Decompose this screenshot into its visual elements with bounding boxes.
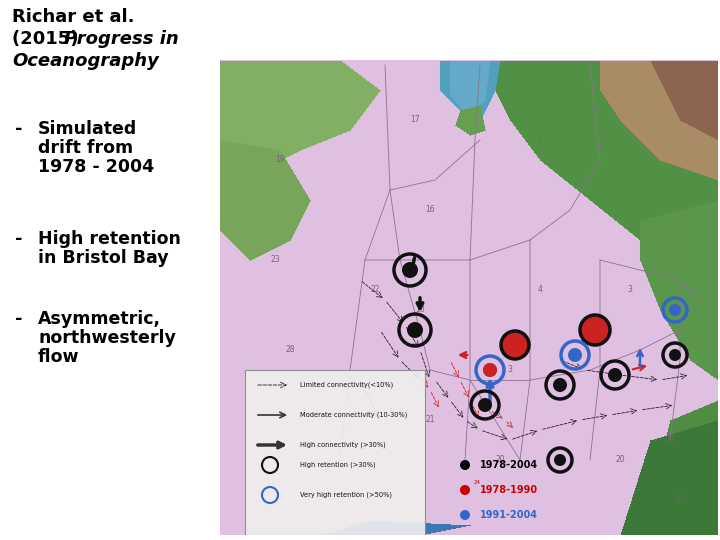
Circle shape — [580, 315, 610, 345]
Text: Richar et al.: Richar et al. — [12, 8, 135, 26]
Text: in Bristol Bay: in Bristol Bay — [38, 249, 168, 267]
Text: flow: flow — [38, 348, 79, 366]
Text: 1978-1990: 1978-1990 — [480, 485, 538, 495]
Text: 19: 19 — [275, 156, 285, 165]
Text: 20: 20 — [615, 456, 625, 464]
Text: -: - — [15, 120, 22, 138]
Text: Progress in: Progress in — [64, 30, 179, 48]
Text: 1978-2004: 1978-2004 — [480, 460, 538, 470]
Text: northwesterly: northwesterly — [38, 329, 176, 347]
Text: 21: 21 — [426, 415, 435, 424]
Circle shape — [608, 368, 622, 382]
Text: 28: 28 — [285, 346, 294, 354]
Text: Very high retention (>50%): Very high retention (>50%) — [300, 492, 392, 498]
Text: Asymmetric,: Asymmetric, — [38, 310, 161, 328]
Text: (2015): (2015) — [12, 30, 85, 48]
Text: 27: 27 — [675, 496, 685, 504]
Circle shape — [483, 363, 497, 377]
Text: drift from: drift from — [38, 139, 133, 157]
Text: Moderate connectivity (10-30%): Moderate connectivity (10-30%) — [300, 411, 408, 418]
Circle shape — [669, 304, 681, 316]
Text: -: - — [15, 310, 22, 328]
Text: 24: 24 — [474, 480, 481, 485]
Circle shape — [553, 378, 567, 392]
Text: Simulated: Simulated — [38, 120, 138, 138]
Text: 17: 17 — [410, 116, 420, 125]
Text: 10: 10 — [415, 306, 425, 314]
Circle shape — [460, 510, 470, 520]
Text: Limited connectivity(<10%): Limited connectivity(<10%) — [300, 382, 393, 388]
Circle shape — [669, 349, 681, 361]
Circle shape — [554, 454, 566, 466]
Text: Oceanography: Oceanography — [12, 52, 159, 70]
Text: -: - — [15, 230, 22, 248]
Circle shape — [460, 460, 470, 470]
Text: 3: 3 — [508, 366, 513, 375]
Circle shape — [568, 348, 582, 362]
Circle shape — [402, 262, 418, 278]
Circle shape — [483, 363, 497, 377]
Text: 3: 3 — [628, 286, 632, 294]
Circle shape — [407, 322, 423, 338]
Circle shape — [460, 485, 470, 495]
Text: 20: 20 — [495, 456, 505, 464]
Text: High retention: High retention — [38, 230, 181, 248]
Text: 23: 23 — [270, 255, 280, 265]
Text: 22: 22 — [370, 286, 379, 294]
Bar — [245, 370, 425, 535]
Circle shape — [501, 331, 529, 359]
Text: High connectivity (>30%): High connectivity (>30%) — [300, 442, 386, 448]
Text: 1978 - 2004: 1978 - 2004 — [38, 158, 154, 176]
Text: High retention (>30%): High retention (>30%) — [300, 462, 376, 468]
Text: 4: 4 — [538, 286, 542, 294]
Text: 27: 27 — [665, 435, 675, 444]
Circle shape — [478, 398, 492, 412]
Text: 5: 5 — [538, 136, 542, 145]
Text: 16: 16 — [426, 206, 435, 214]
Text: 25: 25 — [305, 415, 315, 424]
Text: 1991-2004: 1991-2004 — [480, 510, 538, 520]
